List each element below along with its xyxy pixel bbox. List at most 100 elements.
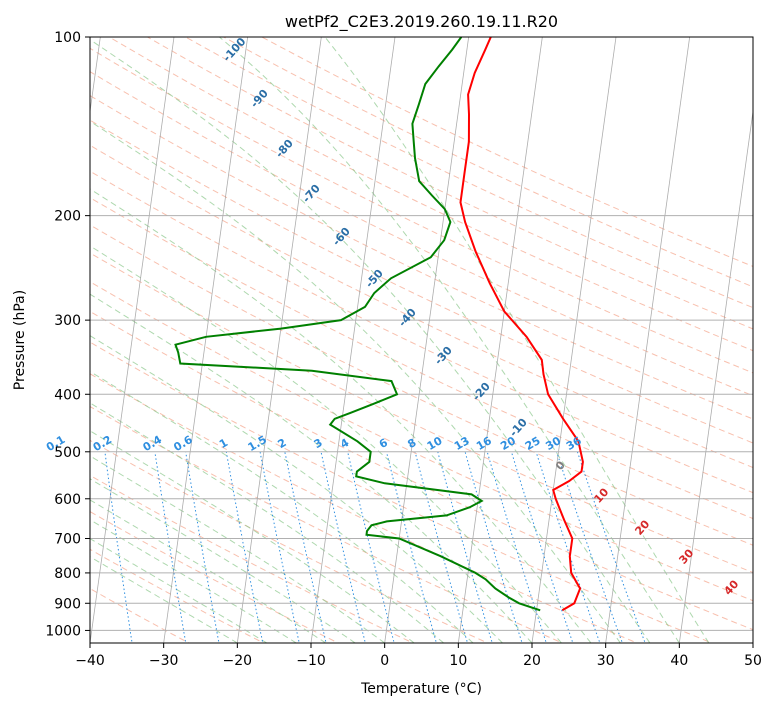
moist-adiabat <box>324 37 710 643</box>
mixing-ratio-line <box>414 451 469 643</box>
x-tick-label: −10 <box>296 653 326 669</box>
moist-adiabat <box>90 455 385 643</box>
isotherm-label: -60 <box>330 225 353 249</box>
isotherm-label: -90 <box>248 87 271 111</box>
isotherm-label: 30 <box>676 546 696 566</box>
mixing-ratio-label: 25 <box>523 434 543 453</box>
moist-adiabat <box>90 430 415 643</box>
moist-adiabat <box>90 402 444 643</box>
isotherm-label: -20 <box>470 380 493 404</box>
dry-adiabat <box>223 37 753 288</box>
x-tick-label: 0 <box>380 653 389 669</box>
moist-adiabat <box>90 188 592 643</box>
moist-adiabat <box>90 335 503 643</box>
x-tick-label: 20 <box>523 653 541 669</box>
isotherm-line <box>236 37 322 643</box>
y-axis-ticks: 100 200 300 400 500 600 700 800 900 1000 <box>45 30 90 639</box>
isotherm-line <box>90 37 175 643</box>
isotherm-line <box>752 640 753 643</box>
mixing-ratio-line <box>259 451 300 643</box>
mixing-ratio-line <box>320 451 366 643</box>
isotherm-line <box>678 108 753 643</box>
isotherm-line <box>90 37 101 115</box>
mixing-ratio-line <box>225 451 264 643</box>
dry-adiabat <box>90 71 753 397</box>
mixing-ratio-line <box>556 451 623 643</box>
sounding-profiles <box>174 37 584 612</box>
pressure-gridlines <box>90 37 753 631</box>
dry-adiabat <box>90 47 753 374</box>
moist-adiabat <box>90 370 474 643</box>
isotherm-label: 20 <box>632 517 652 537</box>
mixing-ratio-label: 8 <box>405 436 418 451</box>
isotherm-line <box>384 37 470 643</box>
mixing-ratio-line <box>464 451 523 643</box>
mixing-ratio-label: 16 <box>474 434 494 453</box>
y-tick-label: 1000 <box>45 623 81 639</box>
isotherm-label: -40 <box>396 306 419 330</box>
mixing-ratio-line <box>104 451 133 643</box>
mixing-ratio-line <box>576 451 646 643</box>
moist-adiabat <box>90 120 621 643</box>
isotherm-line <box>457 37 543 643</box>
dry-adiabat <box>90 587 190 643</box>
isotherm-line <box>310 37 396 643</box>
dry-adiabat <box>90 439 489 643</box>
mixing-ratio-line <box>437 451 493 643</box>
x-tick-label: 30 <box>597 653 615 669</box>
x-tick-label: 50 <box>744 653 762 669</box>
mixing-ratio-line <box>154 451 187 643</box>
y-tick-label: 200 <box>54 209 81 225</box>
isotherm-label-zero: 0 <box>553 458 568 473</box>
chart-title: wetPf2_C2E3.2019.260.19.11.R20 <box>285 12 558 32</box>
dry-adiabat <box>90 341 714 643</box>
mixing-ratio-line <box>347 451 395 643</box>
isotherm-label: -80 <box>273 137 296 161</box>
mixing-ratio-line <box>284 451 327 643</box>
dry-adiabat <box>90 373 639 643</box>
mixing-ratio-line <box>58 452 82 646</box>
dry-adiabat <box>90 548 265 643</box>
y-tick-label: 500 <box>54 445 81 461</box>
x-axis-ticks: −40 −30 −20 −10 0 10 20 30 40 50 <box>75 643 762 669</box>
dry-adiabat <box>90 474 415 643</box>
x-tick-label: −30 <box>149 653 179 669</box>
y-tick-label: 100 <box>54 30 81 46</box>
moist-adiabat <box>90 39 651 643</box>
mixing-ratio-label: 1.5 <box>246 433 269 454</box>
x-axis-label: Temperature (°C) <box>360 681 482 697</box>
y-tick-label: 400 <box>54 387 81 403</box>
dry-adiabat <box>90 281 753 602</box>
dry-adiabat <box>90 224 753 546</box>
temperature-line <box>459 37 584 612</box>
dewpoint-line <box>174 37 541 612</box>
moist-adiabat <box>90 538 268 643</box>
y-axis-label: Pressure (hPa) <box>12 290 28 390</box>
moist-adiabat <box>90 556 238 643</box>
dry-adiabat <box>108 37 753 352</box>
dry-adiabat <box>185 37 753 309</box>
isotherm-label: -30 <box>432 344 455 368</box>
dry-adiabat <box>90 95 753 420</box>
mixing-ratio-line <box>535 451 601 643</box>
mixing-ratio-label: 0.6 <box>171 433 195 454</box>
mixing-ratio-label: 6 <box>377 436 390 451</box>
isotherm-line <box>531 37 617 643</box>
dry-adiabat <box>90 197 753 520</box>
mixing-ratio-line <box>386 451 437 643</box>
moist-adiabat <box>219 37 680 643</box>
isotherm-line <box>163 37 249 643</box>
isotherm-line <box>605 37 691 643</box>
isotherm-label: 40 <box>721 577 741 597</box>
background-lines <box>58 37 753 646</box>
moist-adiabat <box>90 519 297 643</box>
moist-adiabat <box>90 245 562 643</box>
isotherm-label: 10 <box>591 485 611 505</box>
dry-adiabat <box>261 37 753 267</box>
mixing-ratio-label: 1 <box>217 436 230 451</box>
mixing-ratio-label: 0.2 <box>91 433 114 454</box>
mixing-ratio-line <box>510 451 574 643</box>
y-tick-label: 300 <box>54 313 81 329</box>
mixing-ratio-line <box>185 451 220 643</box>
